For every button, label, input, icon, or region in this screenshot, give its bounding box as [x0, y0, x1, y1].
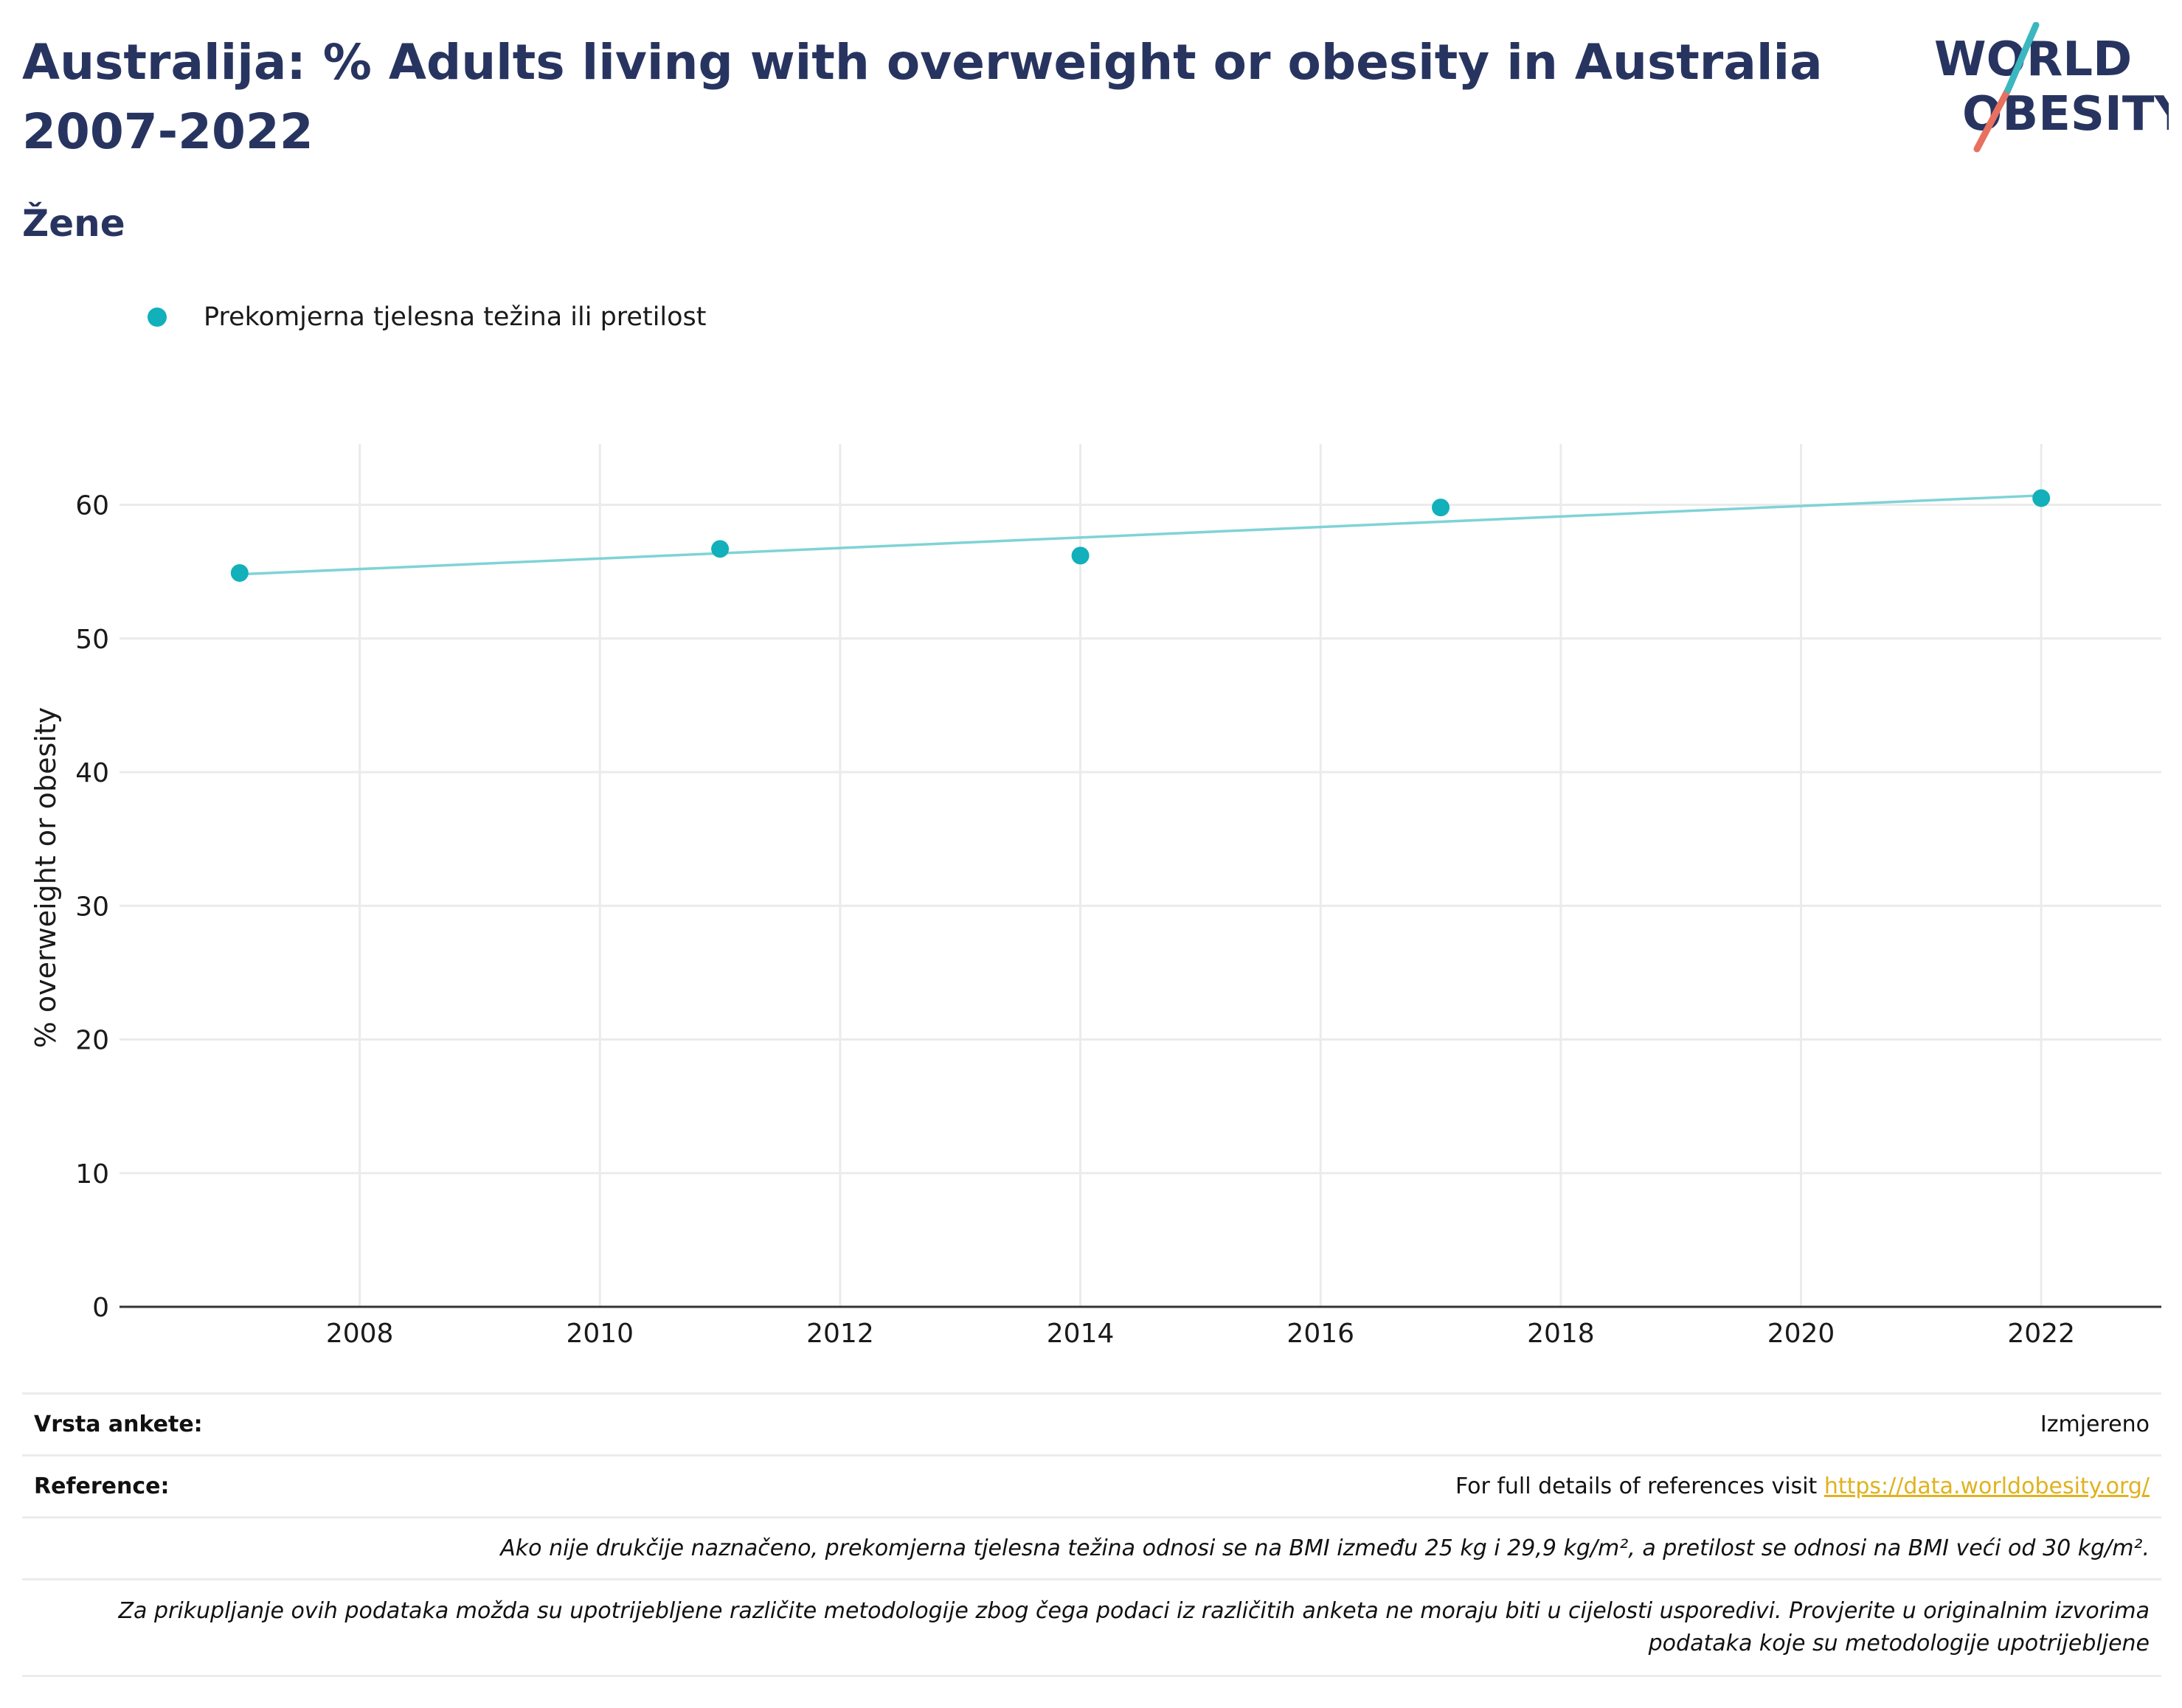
- x-tick-label: 2018: [1527, 1319, 1595, 1349]
- data-point: [1432, 499, 1450, 517]
- logo-slash-coral: [1973, 86, 2012, 153]
- x-tick-label: 2022: [2007, 1319, 2075, 1349]
- x-tick-label: 2012: [806, 1319, 874, 1349]
- y-tick-label: 10: [75, 1159, 109, 1190]
- reference-label: Reference:: [34, 1473, 170, 1499]
- scatter-chart: 0 10 20 30 40 50 60 2008 2010 2012 2014 2016 2018 202…: [75, 444, 2161, 1349]
- reference-value: For full details of references visit htt…: [1455, 1473, 2150, 1499]
- logo-slash-teal: [2004, 22, 2040, 94]
- y-axis-label: % overweight or obesity: [30, 707, 62, 1049]
- methodology-note: Za prikupljanje ovih podataka možda su u…: [118, 1598, 2150, 1656]
- definition-note: Ako nije drukčije naznačeno, prekomjerna…: [500, 1535, 2150, 1561]
- x-tick-label: 2010: [566, 1319, 634, 1349]
- y-tick-label: 20: [75, 1026, 109, 1056]
- methodology-note-row: Za prikupljanje ovih podataka možda su u…: [22, 1578, 2161, 1677]
- data-point: [1071, 546, 1090, 565]
- data-point: [2032, 489, 2051, 507]
- chart-title: Australija: % Adults living with overwei…: [22, 34, 1823, 160]
- y-tick-label: 30: [75, 892, 109, 922]
- chart-legend: Prekomjerna tjelesna težina ili pretilos…: [148, 295, 707, 339]
- survey-type-label: Vrsta ankete:: [34, 1412, 203, 1437]
- data-point: [230, 563, 249, 582]
- reference-row: Reference: For full details of reference…: [22, 1454, 2161, 1516]
- survey-type-row: Vrsta ankete: Izmjereno: [22, 1392, 2161, 1454]
- y-tick-label: 40: [75, 758, 109, 788]
- legend-marker: [148, 308, 167, 327]
- legend-label: Prekomjerna tjelesna težina ili pretilos…: [204, 302, 707, 332]
- x-tick-label: 2014: [1047, 1319, 1115, 1349]
- x-tick-label: 2008: [326, 1319, 394, 1349]
- survey-type-value: Izmjereno: [2040, 1412, 2150, 1437]
- reference-text: For full details of references visit: [1455, 1473, 1824, 1499]
- y-tick-label: 60: [75, 491, 109, 521]
- x-tick-label: 2016: [1286, 1319, 1354, 1349]
- x-tick-label: 2020: [1767, 1319, 1835, 1349]
- logo-text-world: WORLD: [1934, 32, 2132, 87]
- definition-note-row: Ako nije drukčije naznačeno, prekomjerna…: [22, 1516, 2161, 1578]
- reference-link[interactable]: https://data.worldobesity.org/: [1823, 1473, 2150, 1499]
- trend-line: [239, 494, 2042, 576]
- y-tick-label: 50: [75, 625, 109, 655]
- world-obesity-logo: WORLD OBESITY: [1934, 22, 2169, 153]
- data-point: [711, 540, 730, 558]
- y-tick-label: 0: [92, 1293, 109, 1323]
- chart-footer: Vrsta ankete: Izmjereno Reference: For f…: [22, 1392, 2161, 1677]
- chart-subtitle: Žene: [22, 202, 125, 245]
